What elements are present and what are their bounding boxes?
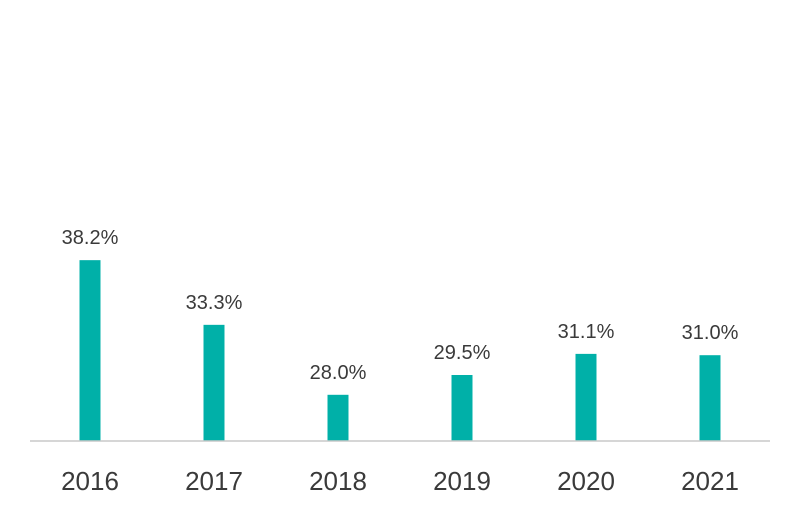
data-label-2020: 31.1% [558,321,615,343]
x-tick-label-2016: 2016 [61,466,119,496]
bar-2018 [327,394,349,441]
bar-2021 [699,355,721,441]
bar-2020 [575,353,597,441]
data-labels-group: 38.2% 33.3% 28.0% 29.5% 31.1% 31.0% [62,227,739,384]
bar-2019 [451,375,473,441]
bar-2017 [203,324,225,441]
data-label-2017: 33.3% [186,292,243,314]
data-label-2019: 29.5% [434,342,491,364]
x-tick-label-2020: 2020 [557,466,615,496]
bars-group [79,260,721,441]
data-label-2018: 28.0% [310,362,367,384]
data-label-2016: 38.2% [62,227,119,249]
x-tick-labels-group: 2016 2017 2018 2019 2020 2021 [61,466,739,496]
data-label-2021: 31.0% [682,322,739,344]
bar-2016 [79,260,101,441]
x-tick-label-2021: 2021 [681,466,739,496]
x-tick-label-2017: 2017 [185,466,243,496]
x-tick-label-2018: 2018 [309,466,367,496]
x-tick-label-2019: 2019 [433,466,491,496]
